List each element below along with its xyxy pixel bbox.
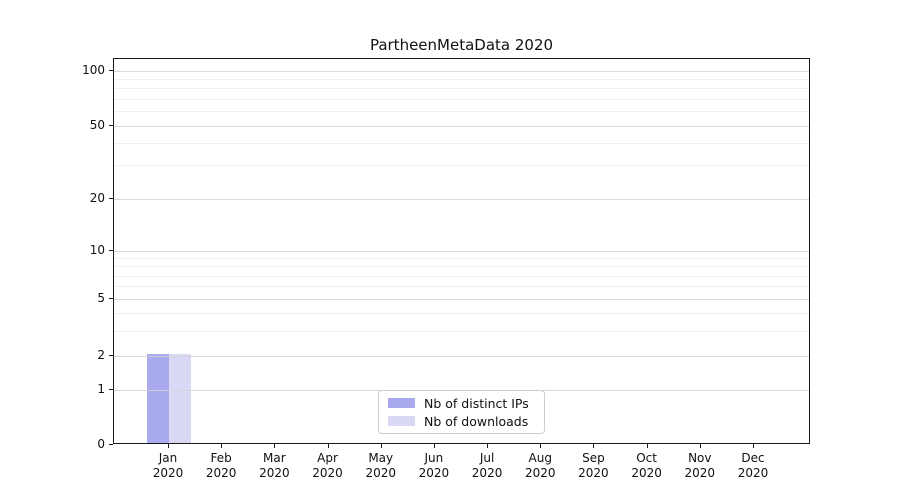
bar-jan-series0 bbox=[147, 354, 169, 443]
bar-jan-series1 bbox=[169, 354, 191, 443]
x-tick-label-apr: Apr 2020 bbox=[312, 451, 343, 480]
y-tick-mark bbox=[109, 298, 113, 299]
y-tick-mark bbox=[109, 355, 113, 356]
y-tick-mark bbox=[109, 125, 113, 126]
y-tick-label-20: 20 bbox=[89, 191, 105, 205]
plot-area bbox=[113, 58, 810, 444]
x-tick-mark bbox=[699, 444, 701, 448]
minor-gridline bbox=[114, 143, 809, 144]
x-tick-mark bbox=[646, 444, 648, 448]
y-tick-label-50: 50 bbox=[89, 118, 105, 132]
x-tick-label-jul: Jul 2020 bbox=[471, 451, 503, 480]
minor-gridline bbox=[114, 266, 809, 267]
x-tick-mark bbox=[752, 444, 754, 448]
y-tick-label-2: 2 bbox=[97, 348, 105, 362]
gridline-y-100 bbox=[114, 71, 809, 72]
x-tick-label-may: May 2020 bbox=[365, 451, 396, 480]
chart-title: PartheenMetaData 2020 bbox=[369, 36, 554, 54]
x-tick-mark bbox=[433, 444, 435, 448]
x-tick-mark bbox=[540, 444, 542, 448]
legend-entry: Nb of distinct IPs bbox=[388, 396, 535, 411]
minor-gridline bbox=[114, 258, 809, 259]
x-tick-label-jun: Jun 2020 bbox=[418, 451, 450, 480]
x-tick-label-oct: Oct 2020 bbox=[631, 451, 662, 480]
x-tick-label-sep: Sep 2020 bbox=[578, 451, 609, 480]
x-tick-mark bbox=[487, 444, 489, 448]
minor-gridline bbox=[114, 79, 809, 80]
x-tick-label-jan: Jan 2020 bbox=[152, 451, 184, 480]
y-tick-mark bbox=[109, 250, 113, 251]
x-tick-label-nov: Nov 2020 bbox=[684, 451, 716, 480]
minor-gridline bbox=[114, 88, 809, 89]
legend-swatch-icon bbox=[388, 416, 415, 426]
minor-gridline bbox=[114, 276, 809, 277]
minor-gridline bbox=[114, 331, 809, 332]
gridline-y-20 bbox=[114, 199, 809, 200]
x-tick-mark bbox=[593, 444, 595, 448]
y-tick-label-100: 100 bbox=[82, 63, 105, 77]
minor-gridline bbox=[114, 111, 809, 112]
y-tick-mark bbox=[109, 70, 113, 71]
gridline-y-2 bbox=[114, 356, 809, 357]
minor-gridline bbox=[114, 313, 809, 314]
x-tick-label-feb: Feb 2020 bbox=[205, 451, 237, 480]
minor-gridline bbox=[114, 286, 809, 287]
gridline-y-10 bbox=[114, 251, 809, 252]
y-tick-mark bbox=[109, 444, 113, 445]
y-tick-mark bbox=[109, 389, 113, 390]
x-tick-mark bbox=[327, 444, 329, 448]
y-tick-label-10: 10 bbox=[89, 243, 105, 257]
minor-gridline bbox=[114, 165, 809, 166]
y-tick-label-0: 0 bbox=[97, 437, 105, 451]
x-tick-mark bbox=[380, 444, 382, 448]
gridline-y-5 bbox=[114, 299, 809, 300]
y-tick-mark bbox=[109, 198, 113, 199]
gridline-y-50 bbox=[114, 126, 809, 127]
legend-label: Nb of distinct IPs bbox=[424, 395, 529, 411]
x-tick-label-dec: Dec 2020 bbox=[737, 451, 769, 480]
x-tick-mark bbox=[168, 444, 169, 448]
x-tick-label-mar: Mar 2020 bbox=[259, 451, 290, 480]
legend: Nb of distinct IPs Nb of downloads bbox=[378, 390, 545, 434]
x-tick-mark bbox=[221, 444, 223, 448]
minor-gridline bbox=[114, 99, 809, 100]
x-tick-mark bbox=[274, 444, 276, 448]
legend-swatch-icon bbox=[388, 398, 415, 408]
y-tick-label-1: 1 bbox=[97, 382, 105, 396]
legend-entry: Nb of downloads bbox=[388, 414, 535, 429]
x-tick-label-aug: Aug 2020 bbox=[524, 451, 556, 480]
legend-label: Nb of downloads bbox=[424, 413, 529, 429]
y-tick-label-5: 5 bbox=[97, 291, 105, 305]
